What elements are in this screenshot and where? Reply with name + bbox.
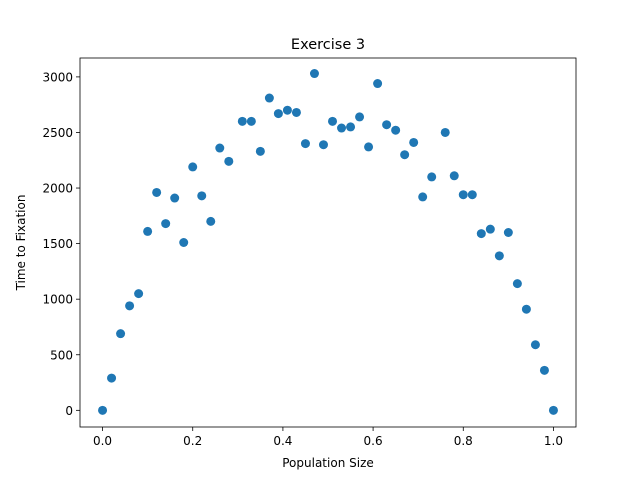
y-axis-label: Time to Fixation [14,195,28,292]
data-point [409,137,419,147]
data-point [300,139,310,149]
data-point [282,105,292,115]
data-point [440,127,450,137]
x-tick-label: 0.2 [183,434,202,448]
data-point [161,219,171,229]
data-point [255,146,265,156]
data-point [355,112,365,122]
x-tick-label: 0.0 [93,434,112,448]
data-point [291,107,301,117]
x-axis-label: Population Size [282,456,374,470]
data-point [449,171,459,181]
data-point [152,187,162,197]
data-point [512,279,522,289]
y-tick-label: 2500 [42,126,73,140]
y-tick-label: 1000 [42,293,73,307]
x-tick-label: 0.4 [273,434,292,448]
plot-frame [79,57,577,428]
plot-area [80,58,576,427]
y-tick-label: 2000 [42,182,73,196]
data-point [337,123,347,133]
y-tick-label: 1500 [42,237,73,251]
data-point [197,191,207,201]
data-point [373,79,383,89]
x-tick-label: 0.6 [364,434,383,448]
data-point [458,190,468,200]
data-point [143,226,153,236]
data-point [246,116,256,126]
data-point [503,228,513,237]
data-point [391,125,401,135]
data-point [418,192,428,202]
data-point [382,120,392,130]
x-axis-ticks: 0.0 0.2 0.4 0.6 0.8 1.0 [93,427,563,448]
data-point [427,172,437,182]
data-point [539,365,549,375]
data-point [116,329,126,339]
data-point [400,150,410,160]
data-point [467,190,477,200]
y-axis-ticks: 0 500 1000 1500 2000 2500 3000 [42,70,80,418]
data-point [364,142,374,152]
x-tick-label: 0.8 [454,434,473,448]
data-point [237,116,247,126]
data-point [125,301,135,311]
data-point [188,162,198,172]
data-point [273,109,283,119]
data-point [521,304,531,314]
chart-title: Exercise 3 [291,37,365,53]
data-point [107,373,117,383]
data-point [530,340,540,350]
y-tick-label: 500 [50,348,73,362]
data-point [179,238,189,247]
data-point [346,122,356,132]
data-point [548,405,558,415]
data-point [485,224,495,234]
data-point [134,289,144,299]
data-point [264,93,274,103]
y-tick-label: 3000 [42,70,73,84]
y-tick-label: 0 [65,404,73,418]
data-point [476,229,486,239]
data-point [328,116,338,126]
data-point [318,140,328,150]
data-point [215,143,225,153]
data-point [494,251,504,261]
data-point [224,156,234,166]
data-point [309,69,319,79]
data-point [98,405,108,415]
x-tick-label: 1.0 [544,434,563,448]
data-points [98,69,558,415]
data-point [206,216,216,226]
data-point [170,193,180,203]
